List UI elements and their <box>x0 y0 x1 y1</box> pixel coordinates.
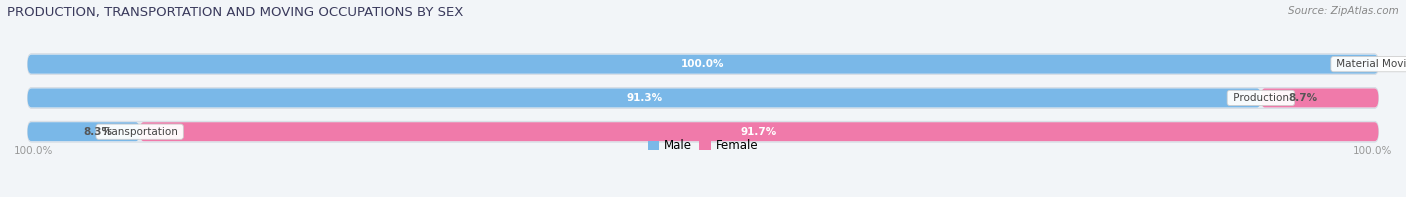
Text: 91.7%: 91.7% <box>741 127 778 137</box>
Text: 91.3%: 91.3% <box>626 93 662 103</box>
FancyBboxPatch shape <box>28 122 139 141</box>
Text: Material Moving: Material Moving <box>1333 59 1406 69</box>
Text: 8.3%: 8.3% <box>84 127 112 137</box>
FancyBboxPatch shape <box>28 87 1378 108</box>
Text: 8.7%: 8.7% <box>1288 93 1317 103</box>
Legend: Male, Female: Male, Female <box>643 135 763 157</box>
FancyBboxPatch shape <box>28 54 1378 75</box>
FancyBboxPatch shape <box>28 88 1261 107</box>
Text: Production: Production <box>1230 93 1292 103</box>
FancyBboxPatch shape <box>28 121 1378 142</box>
Text: 100.0%: 100.0% <box>14 146 53 156</box>
Text: 100.0%: 100.0% <box>1353 146 1392 156</box>
FancyBboxPatch shape <box>1261 88 1378 107</box>
Text: Source: ZipAtlas.com: Source: ZipAtlas.com <box>1288 6 1399 16</box>
FancyBboxPatch shape <box>139 122 1378 141</box>
Text: 100.0%: 100.0% <box>682 59 724 69</box>
Text: PRODUCTION, TRANSPORTATION AND MOVING OCCUPATIONS BY SEX: PRODUCTION, TRANSPORTATION AND MOVING OC… <box>7 6 464 19</box>
FancyBboxPatch shape <box>28 55 1378 74</box>
Text: Transportation: Transportation <box>98 127 181 137</box>
